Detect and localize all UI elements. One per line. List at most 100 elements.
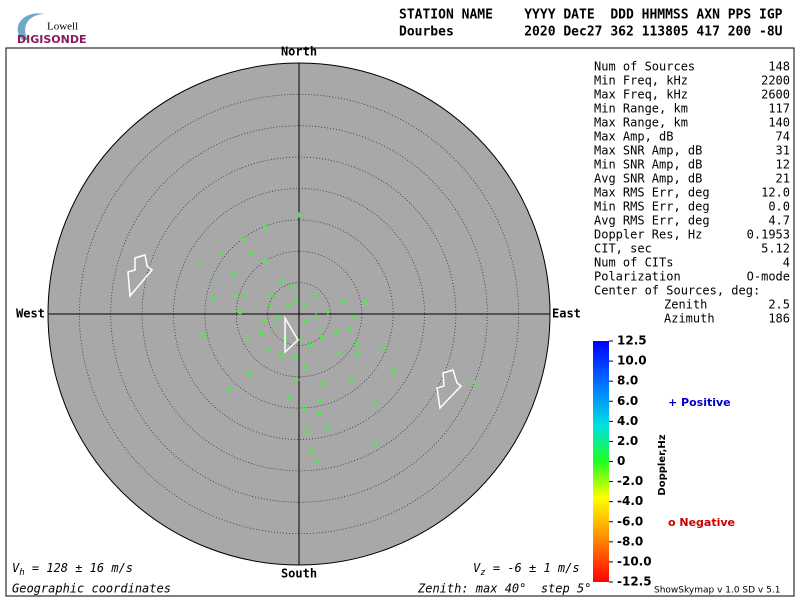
source-negative [380, 344, 386, 350]
source-negative [347, 327, 353, 332]
stat-value: 74 [776, 130, 790, 144]
source-positive [294, 377, 300, 383]
center-value: 186 [768, 312, 790, 326]
colorbar-label: 4.0 [617, 414, 638, 428]
stat-value: 2600 [761, 88, 790, 102]
source-negative [284, 302, 290, 308]
source-negative [286, 395, 292, 401]
stat-label: Avg RMS Err, deg [594, 214, 710, 228]
source-negative [210, 296, 216, 301]
source-negative [372, 441, 378, 447]
stat-label: Max Freq, kHz [594, 88, 688, 102]
source-positive [233, 293, 239, 299]
stat-label: Polarization [594, 270, 681, 284]
stat-label: Num of Sources [594, 60, 695, 74]
source-negative [316, 399, 322, 405]
source-positive [265, 347, 271, 353]
center-title: Center of Sources, deg: [594, 284, 760, 298]
header: STATION NAME YYYY DATE DDD HHMMSS AXN PP… [399, 8, 783, 23]
source-negative [262, 225, 268, 231]
center-arrow [284, 315, 299, 354]
source-negative [268, 292, 274, 298]
source-positive [293, 354, 299, 360]
stat-label: Doppler Res, Hz [594, 228, 702, 242]
source-positive [301, 406, 307, 412]
source-negative [349, 377, 355, 383]
source-negative [309, 449, 315, 455]
stat-label: Min RMS Err, deg [594, 200, 710, 214]
source-positive [354, 342, 360, 348]
source-positive [293, 297, 299, 303]
source-negative [240, 237, 246, 243]
source-positive [261, 317, 267, 323]
source-positive [340, 299, 346, 305]
legend-positive: + Positive [668, 396, 731, 409]
stat-value: 12.0 [761, 186, 790, 200]
colorbar-label: -2.0 [617, 474, 643, 488]
vh: Vh = 128 ± 16 m/s [12, 561, 133, 578]
stat-value: 21 [776, 172, 790, 186]
stat-value: 5.12 [761, 242, 790, 256]
colorbar-title: Doppler,Hz [657, 434, 668, 495]
source-negative [372, 401, 378, 407]
colorbar-labels: 12.5 10.0 8.0 6.0 4.0 2.0 0 -2.0 -4.0 -6.0 -8.0 -10… [609, 334, 652, 589]
colorbar-label: -8.0 [617, 534, 643, 548]
source-positive [219, 252, 225, 258]
stat-value: 140 [768, 116, 790, 130]
stat-value: 148 [768, 60, 790, 74]
source-negative [319, 335, 325, 341]
sky-plot [47, 62, 551, 566]
vz: Vz = -6 ± 1 m/s [473, 561, 580, 578]
velocity-arrow [127, 254, 154, 298]
source-positive [296, 212, 302, 218]
colorbar [593, 341, 609, 582]
colorbar-label: -10.0 [617, 554, 652, 568]
source-positive [472, 381, 478, 387]
legend-negative: o Negative [668, 516, 735, 529]
stat-label: Max Range, km [594, 116, 688, 130]
source-positive [242, 294, 248, 300]
stat-label: Min Freq, kHz [594, 74, 688, 88]
stat-label: Max Amp, dB [594, 130, 673, 144]
version: ShowSkymap v 1.0 SD v 5.1 [654, 586, 780, 596]
source-negative [246, 371, 252, 377]
source-negative [249, 250, 255, 256]
colorbar-label: 12.5 [617, 334, 647, 348]
logo-top: Lowell [47, 21, 78, 33]
frame [5, 47, 795, 597]
colorbar-label: 10.0 [617, 354, 647, 368]
stat-label: CIT, sec [594, 242, 652, 256]
stat-value: 4 [783, 256, 790, 270]
colorbar-label: 8.0 [617, 374, 638, 388]
stat-label: Max RMS Err, deg [594, 186, 710, 200]
source-positive [392, 369, 398, 375]
stat-label: Max SNR Amp, dB [594, 144, 702, 158]
stat-label: Min SNR Amp, dB [594, 158, 702, 172]
colorbar-label: -4.0 [617, 494, 643, 508]
source-negative [231, 270, 237, 276]
source-negative [320, 381, 326, 386]
stat-value: 117 [768, 102, 790, 116]
coords: Geographic coordinates [12, 582, 171, 596]
source-negative [275, 315, 281, 321]
stat-value: 31 [776, 144, 790, 158]
source-positive [313, 313, 319, 319]
colorbar-label: 0 [617, 454, 625, 468]
header: Dourbes 2020 Dec27 362 113805 417 200 -8… [399, 25, 783, 40]
center-label: Zenith [664, 298, 707, 312]
source-negative [237, 309, 243, 315]
source-negative [303, 365, 309, 371]
source-positive [301, 303, 307, 309]
colorbar-label: -6.0 [617, 514, 643, 528]
source-positive [352, 315, 358, 321]
stat-value: 4.7 [768, 214, 790, 228]
source-positive [307, 342, 313, 348]
south-label: South [281, 567, 317, 581]
source-negative [315, 459, 321, 465]
source-negative [227, 387, 233, 393]
source-positive [363, 300, 369, 306]
source-positive [244, 337, 250, 343]
source-positive [333, 329, 339, 335]
source-positive [325, 309, 331, 315]
